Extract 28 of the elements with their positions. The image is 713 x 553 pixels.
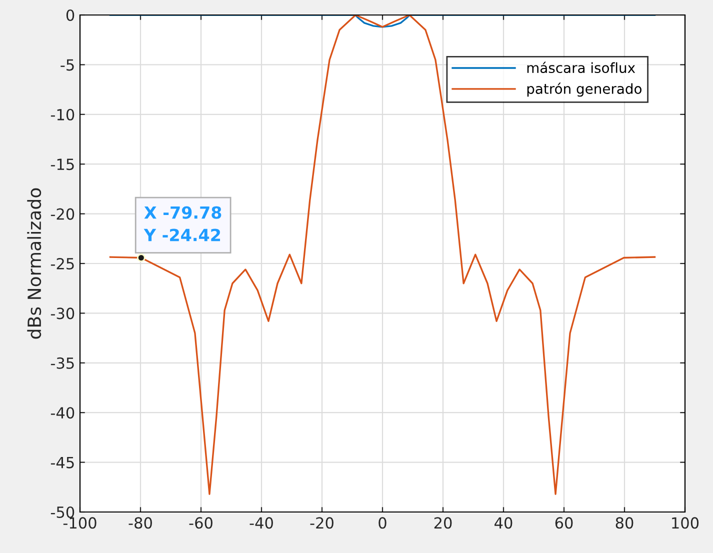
annotation: X -79.78 Y -24.42 (144, 206, 222, 242)
y-tick-label: -25 (50, 258, 74, 270)
x-tick-label: 20 (434, 517, 452, 529)
y-tick-label: -20 (50, 208, 74, 220)
line-series (109, 15, 656, 495)
y-tick-label: -5 (60, 59, 74, 71)
y-tick-label: -30 (50, 308, 74, 320)
x-tick-label: 100 (672, 517, 699, 529)
y-axis-title: dBs Normalizado (27, 188, 42, 339)
x-tick-label: -80 (128, 517, 152, 529)
y-tick-label: -50 (50, 506, 74, 518)
y-tick-label: 0 (66, 9, 74, 22)
x-tick-label: 40 (494, 517, 512, 529)
legend-label: máscara isoflux (527, 62, 636, 74)
x-tick-label: 0 (378, 517, 386, 529)
y-tick-label: -45 (50, 456, 74, 468)
line-series (109, 15, 656, 28)
y-tick-label: -35 (50, 357, 74, 369)
x-tick-label: -40 (250, 517, 273, 529)
legend-label: patrón generado (527, 82, 642, 97)
y-tick-label: -10 (50, 108, 74, 120)
x-tick-label: -20 (310, 517, 334, 529)
x-tick-label: 80 (616, 517, 634, 529)
y-tick-label: -15 (50, 158, 74, 170)
y-tick-label: -40 (50, 407, 74, 419)
x-tick-label: 60 (555, 517, 573, 529)
x-tick-label: -60 (189, 517, 212, 529)
x-tick-label: -100 (63, 517, 96, 529)
